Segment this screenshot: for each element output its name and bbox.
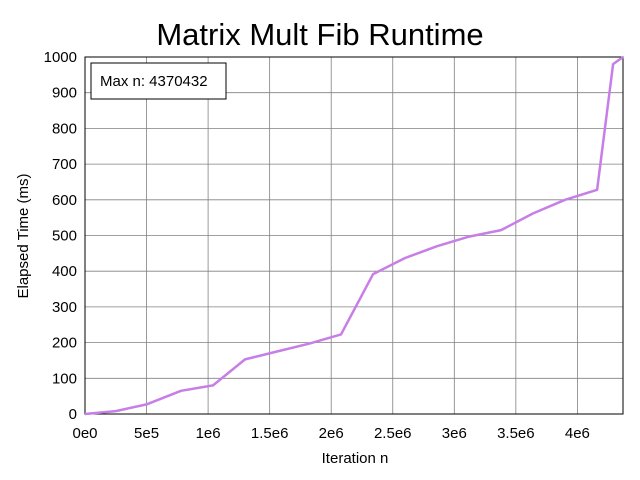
grid [84,56,623,415]
y-tick-label: 600 [52,192,77,209]
y-tick-label: 100 [52,370,77,387]
x-tick-label: 5e5 [134,425,159,442]
x-tick-label: 4e6 [565,425,590,442]
x-tick-label: 0e0 [72,425,97,442]
x-tick-label: 1.5e6 [251,425,289,442]
y-tick-label: 700 [52,156,77,173]
plot-frame [84,56,624,415]
y-tick-label: 0 [69,406,77,423]
y-tick-label: 1000 [44,49,77,66]
annotation-box: Max n: 4370432 [90,62,227,100]
y-tick-label: 900 [52,85,77,102]
y-axis: 0 100 200 300 400 500 600 700 800 900 1000 [44,49,77,423]
y-tick-label: 300 [52,299,77,316]
series-line [84,55,624,416]
x-tick-label: 1e6 [196,425,221,442]
x-tick-label: 2.5e6 [374,425,412,442]
y-tick-label: 500 [52,228,77,245]
x-axis: 0e0 5e5 1e6 1.5e6 2e6 2.5e6 3e6 3.5e6 4e6 [72,425,589,442]
x-tick-label: 3.5e6 [497,425,535,442]
annotation-border [90,62,227,100]
x-tick-label: 3e6 [442,425,467,442]
y-axis-label: Elapsed Time (ms) [15,173,32,298]
x-tick-label: 2e6 [319,425,344,442]
y-tick-label: 200 [52,335,77,352]
annotation-text: Max n: 4370432 [100,73,208,90]
chart-title: Matrix Mult Fib Runtime [156,17,483,52]
y-tick-label: 800 [52,120,77,137]
y-tick-label: 400 [52,263,77,280]
x-axis-label: Iteration n [322,450,389,467]
